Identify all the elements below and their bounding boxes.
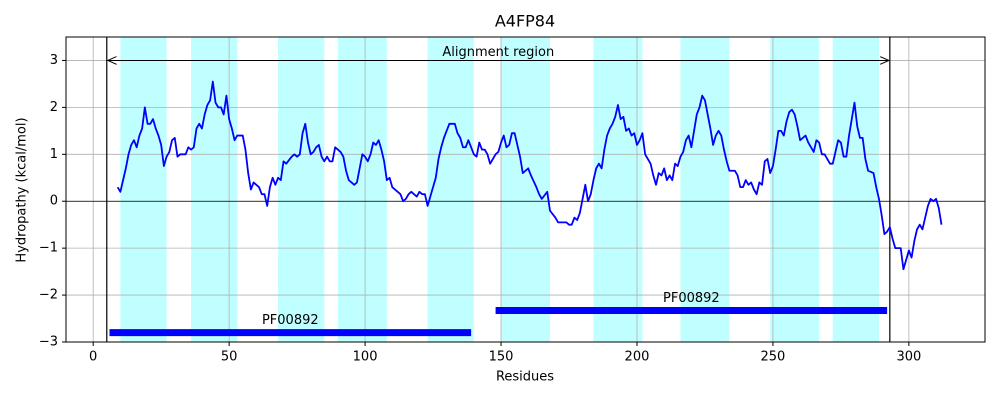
y-axis-label: Hydropathy (kcal/mol): [15, 117, 30, 262]
shaded-region: [278, 37, 325, 342]
y-tick-label: 1: [50, 147, 58, 162]
y-tick-label: 0: [50, 194, 58, 209]
shaded-region: [337, 37, 387, 342]
hydropathy-line: [116, 80, 943, 271]
x-tick-label: 200: [625, 350, 650, 365]
annotation: Alignment region: [442, 45, 554, 60]
domain-label: PF00892: [663, 291, 720, 306]
shaded-region: [120, 37, 167, 342]
shaded-region: [593, 37, 643, 342]
shaded-region: [191, 37, 238, 342]
plot-frame: [65, 36, 986, 343]
chart-title: A4FP84: [495, 12, 555, 31]
y-tick-label: −3: [39, 335, 58, 350]
x-tick-label: 50: [221, 350, 238, 365]
shaded-region: [680, 37, 730, 342]
y-tick-label: 3: [50, 53, 58, 68]
shaded-region: [770, 37, 820, 342]
x-tick-label: 100: [353, 350, 378, 365]
x-tick-label: 250: [761, 350, 786, 365]
x-tick-label: 300: [896, 350, 921, 365]
y-tick-label: −1: [39, 241, 58, 256]
y-tick-label: −2: [39, 288, 58, 303]
x-axis-label: Residues: [496, 370, 554, 385]
x-tick-label: 150: [489, 350, 514, 365]
shaded-region: [501, 37, 550, 342]
domain-label: PF00892: [262, 313, 319, 328]
shaded-region: [832, 37, 879, 342]
shaded-region: [427, 37, 474, 342]
x-tick-label: 0: [89, 350, 97, 365]
y-tick-label: 2: [50, 100, 58, 115]
